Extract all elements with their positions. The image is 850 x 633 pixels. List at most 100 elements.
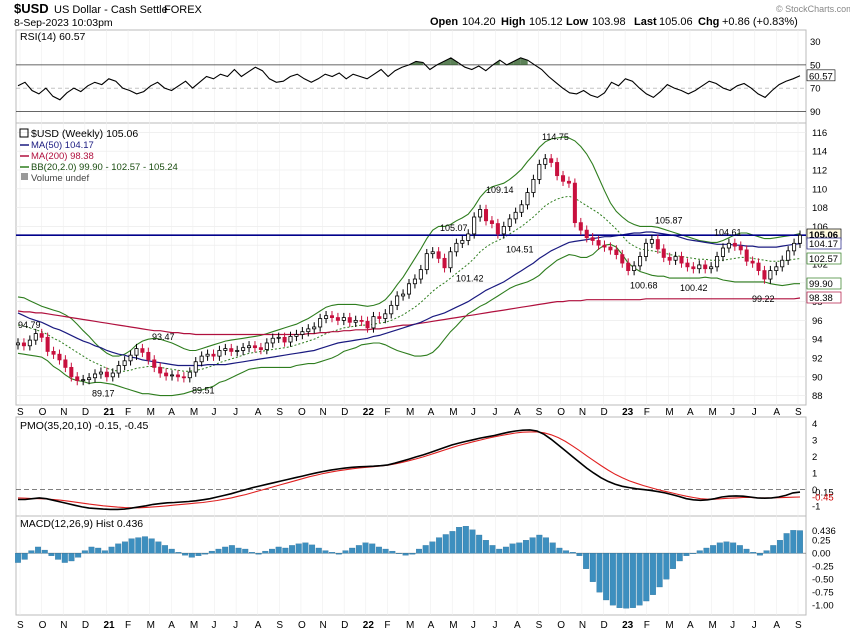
rsi-tick-label: 90 bbox=[810, 107, 821, 118]
macd-x-label: 22 bbox=[363, 620, 375, 631]
candle-body bbox=[270, 337, 275, 344]
candle-body bbox=[27, 339, 32, 347]
macd-hist-bar bbox=[242, 548, 249, 554]
macd-hist-bar bbox=[362, 542, 369, 554]
price-tick-label: 94 bbox=[812, 335, 823, 346]
candle-body bbox=[383, 313, 388, 319]
price-chart: 94.79 89.17 93.47 89.51 105.07 101.42 109.14 10… bbox=[15, 132, 806, 399]
macd-hist-bar bbox=[603, 553, 610, 601]
candle-body bbox=[241, 347, 246, 351]
pmo-tick-label: 2 bbox=[812, 452, 817, 463]
date-label: 8-Sep-2023 10:03pm bbox=[14, 17, 113, 29]
candle-body bbox=[175, 374, 180, 378]
macd-hist-bar bbox=[121, 541, 128, 554]
candle-body bbox=[466, 233, 471, 241]
macd-tick-label: -1.00 bbox=[812, 601, 834, 612]
candle-body bbox=[170, 374, 175, 377]
candle-body bbox=[401, 293, 406, 297]
candle-body bbox=[525, 192, 530, 206]
macd-hist-bar bbox=[215, 548, 222, 554]
candle-body bbox=[620, 254, 625, 264]
price-x-label: S bbox=[795, 407, 802, 418]
candle-body bbox=[643, 242, 648, 257]
candle-body bbox=[584, 229, 589, 239]
candle-body bbox=[561, 175, 566, 182]
macd-hist-bar bbox=[55, 553, 62, 560]
price-x-label: J bbox=[233, 407, 238, 418]
macd-hist-bar bbox=[389, 550, 396, 554]
candle-body bbox=[685, 262, 690, 268]
macd-hist-bar bbox=[563, 550, 570, 554]
candle-body bbox=[667, 257, 672, 261]
macd-x-label: F bbox=[125, 620, 131, 631]
candle-body bbox=[335, 317, 340, 321]
candle-body bbox=[543, 158, 548, 165]
candle-body bbox=[365, 320, 370, 329]
symbol-title: $USD bbox=[14, 1, 49, 16]
macd-panel bbox=[15, 515, 807, 616]
price-annotation: 100.68 bbox=[630, 280, 658, 290]
candle-body bbox=[140, 348, 145, 353]
macd-hist-bar bbox=[235, 547, 242, 554]
macd-hist-bar bbox=[61, 553, 68, 563]
macd-hist-bar bbox=[402, 553, 409, 556]
candle-body bbox=[39, 333, 44, 338]
rsi-last-label: 60.57 bbox=[809, 71, 833, 82]
candle-body bbox=[418, 269, 423, 280]
macd-hist-bar bbox=[643, 553, 650, 602]
macd-hist-bar bbox=[409, 553, 416, 555]
axis-labels: 907060503060.578890929496981001021041061… bbox=[17, 37, 842, 631]
legend-volume: Volume undef bbox=[31, 173, 89, 184]
candle-body bbox=[679, 256, 684, 264]
price-x-label: D bbox=[341, 407, 348, 418]
candle-body bbox=[649, 239, 654, 244]
macd-hist-bar bbox=[676, 553, 683, 562]
macd-x-label: N bbox=[320, 620, 327, 631]
pmo-tick-label: 0 bbox=[812, 485, 817, 496]
candle-body bbox=[199, 355, 204, 363]
candle-body bbox=[104, 371, 109, 378]
price-tick-label: 110 bbox=[812, 184, 827, 195]
candle-body bbox=[15, 342, 21, 346]
price-tick-label: 106 bbox=[812, 222, 828, 233]
price-x-label: D bbox=[82, 407, 89, 418]
candle-body bbox=[21, 342, 26, 347]
candle-body bbox=[590, 237, 595, 241]
price-annotation: 104.61 bbox=[714, 227, 742, 237]
macd-hist-bar bbox=[783, 533, 790, 554]
macd-hist-bar bbox=[670, 553, 676, 569]
macd-hist-bar bbox=[496, 548, 503, 554]
macd-tick-label: 0.00 bbox=[812, 549, 831, 560]
candle-body bbox=[531, 178, 536, 193]
macd-hist-bar bbox=[349, 547, 356, 554]
grid-lines bbox=[16, 30, 806, 615]
candle-body bbox=[300, 331, 305, 335]
macd-hist-bar bbox=[556, 547, 563, 554]
price-right-label: 98.38 bbox=[809, 293, 833, 304]
macd-x-label: M bbox=[449, 620, 457, 631]
pmo-tick-label: -1 bbox=[812, 502, 820, 513]
pmo-line bbox=[18, 429, 801, 511]
price-annotation: 89.17 bbox=[92, 389, 115, 399]
candle-body bbox=[726, 242, 731, 249]
price-x-label: M bbox=[665, 407, 673, 418]
price-annotation: 100.42 bbox=[680, 283, 708, 293]
macd-hist-bar bbox=[422, 545, 429, 554]
price-annotation: 93.47 bbox=[152, 332, 175, 342]
candle-body bbox=[181, 376, 186, 379]
candle-body bbox=[424, 253, 429, 271]
candle-body bbox=[697, 264, 702, 270]
price-x-label: F bbox=[384, 407, 390, 418]
price-x-label: M bbox=[147, 407, 155, 418]
candle-body bbox=[430, 251, 435, 255]
candle-body bbox=[116, 365, 121, 374]
pmo-title: PMO(35,20,10) -0.15, -0.45 bbox=[20, 420, 149, 432]
candle-body bbox=[353, 319, 358, 323]
macd-x-label: 21 bbox=[103, 620, 115, 631]
price-tick-label: 90 bbox=[812, 372, 823, 383]
macd-hist-bar bbox=[295, 543, 302, 554]
candle-body bbox=[347, 317, 352, 323]
macd-hist-bar bbox=[208, 550, 215, 554]
price-annotation: 109.14 bbox=[486, 185, 514, 195]
